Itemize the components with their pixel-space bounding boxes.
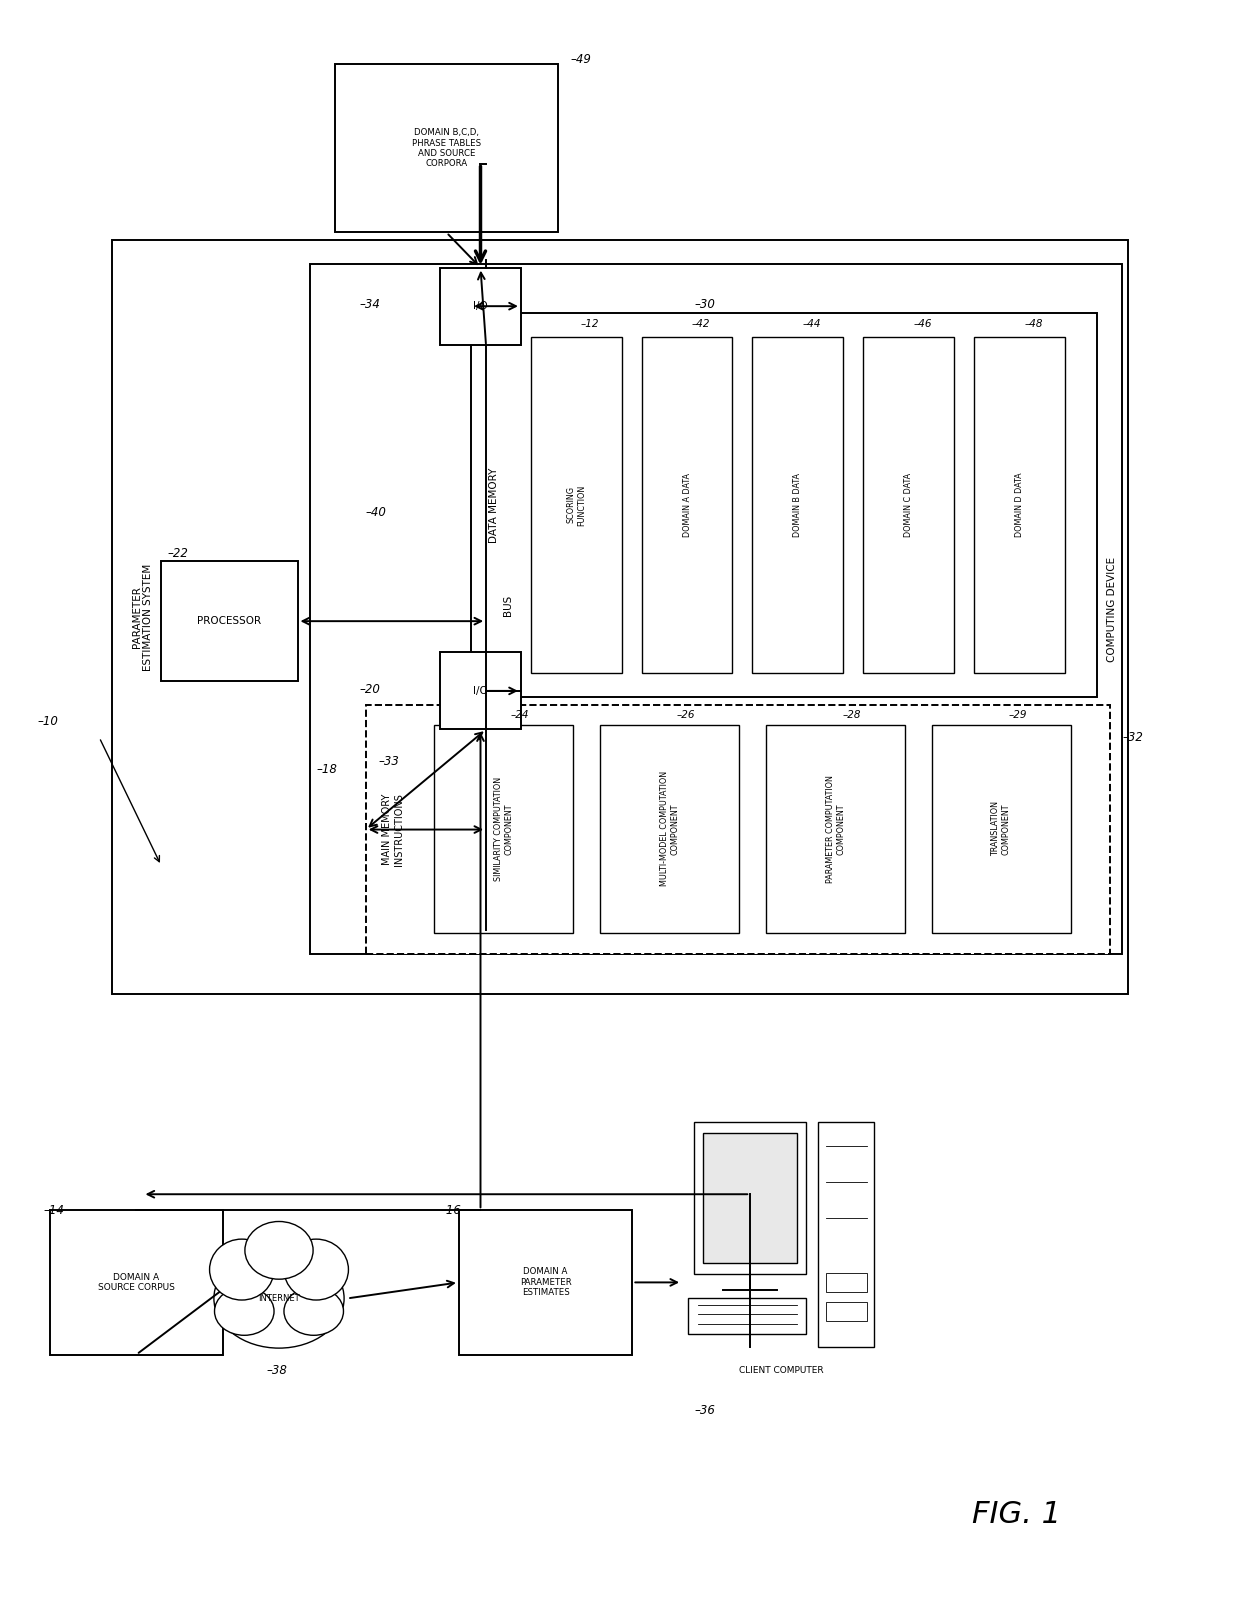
FancyBboxPatch shape [440,268,521,345]
Text: –22: –22 [167,547,188,559]
Text: DOMAIN C DATA: DOMAIN C DATA [904,473,913,537]
FancyBboxPatch shape [826,1273,867,1292]
Text: PARAMETER
ESTIMATION SYSTEM: PARAMETER ESTIMATION SYSTEM [131,564,154,670]
Ellipse shape [284,1239,348,1300]
Text: –44: –44 [802,319,821,329]
Text: –46: –46 [914,319,931,329]
Text: DOMAIN A
SOURCE CORPUS: DOMAIN A SOURCE CORPUS [98,1273,175,1292]
Text: –10: –10 [37,715,58,728]
FancyBboxPatch shape [459,1210,632,1355]
FancyBboxPatch shape [975,337,1065,673]
Text: SCORING
FUNCTION: SCORING FUNCTION [567,484,585,526]
Text: BUS: BUS [503,595,513,616]
Text: –28: –28 [842,710,861,720]
Text: –36: –36 [694,1404,715,1417]
FancyBboxPatch shape [826,1302,867,1321]
FancyBboxPatch shape [440,652,521,729]
FancyBboxPatch shape [688,1298,806,1334]
FancyBboxPatch shape [335,64,558,232]
Text: MAIN MEMORY
INSTRUCTIONS: MAIN MEMORY INSTRUCTIONS [382,793,404,866]
FancyBboxPatch shape [765,725,905,933]
Text: INTERNET: INTERNET [258,1294,300,1303]
Text: –16: –16 [440,1204,461,1217]
FancyBboxPatch shape [50,1210,223,1355]
FancyBboxPatch shape [434,725,573,933]
FancyBboxPatch shape [818,1122,874,1347]
Text: PARAMETER COMPUTATION
COMPONENT: PARAMETER COMPUTATION COMPONENT [826,774,844,883]
Ellipse shape [284,1287,343,1335]
Ellipse shape [215,1249,345,1348]
Text: –24: –24 [511,710,529,720]
Text: –49: –49 [570,53,591,66]
Text: SIMILARITY COMPUTATION
COMPONENT: SIMILARITY COMPUTATION COMPONENT [494,777,513,880]
Text: –29: –29 [1008,710,1027,720]
FancyBboxPatch shape [112,240,1128,994]
Text: TRANSLATION
COMPONENT: TRANSLATION COMPONENT [992,802,1011,856]
Text: COMPUTING DEVICE: COMPUTING DEVICE [1107,556,1117,662]
Ellipse shape [215,1287,274,1335]
Text: DOMAIN A DATA: DOMAIN A DATA [682,473,692,537]
Text: DOMAIN A
PARAMETER
ESTIMATES: DOMAIN A PARAMETER ESTIMATES [520,1268,572,1297]
Text: MULTI-MODEL COMPUTATION
COMPONENT: MULTI-MODEL COMPUTATION COMPONENT [660,771,680,886]
Text: –40: –40 [366,507,387,519]
Text: –32: –32 [1122,731,1143,744]
Text: DOMAIN B DATA: DOMAIN B DATA [794,473,802,537]
Text: PROCESSOR: PROCESSOR [197,616,262,627]
Text: DATA MEMORY: DATA MEMORY [489,466,498,543]
Text: I/O: I/O [474,686,487,696]
Text: DOMAIN D DATA: DOMAIN D DATA [1016,473,1024,537]
Text: –38: –38 [267,1364,288,1377]
FancyBboxPatch shape [863,337,955,673]
Ellipse shape [210,1239,274,1300]
Text: –26: –26 [677,710,694,720]
Text: –20: –20 [360,683,381,696]
Text: I/O: I/O [474,301,487,311]
FancyBboxPatch shape [310,264,1122,954]
Text: FIG. 1: FIG. 1 [972,1500,1061,1529]
FancyBboxPatch shape [366,705,1110,954]
Text: DOMAIN B,C,D,
PHRASE TABLES
AND SOURCE
CORPORA: DOMAIN B,C,D, PHRASE TABLES AND SOURCE C… [412,128,481,168]
FancyBboxPatch shape [641,337,733,673]
FancyBboxPatch shape [753,337,843,673]
FancyBboxPatch shape [600,725,739,933]
Text: –48: –48 [1024,319,1043,329]
FancyBboxPatch shape [471,313,1097,697]
Text: CLIENT COMPUTER: CLIENT COMPUTER [739,1366,823,1375]
FancyBboxPatch shape [161,561,298,681]
FancyBboxPatch shape [694,1122,806,1274]
FancyBboxPatch shape [703,1133,797,1263]
Text: –12: –12 [580,319,599,329]
Text: –34: –34 [360,298,381,311]
Text: –42: –42 [692,319,711,329]
Text: –18: –18 [316,763,337,776]
Text: –14: –14 [43,1204,64,1217]
Text: –33: –33 [378,755,399,768]
Ellipse shape [246,1221,312,1279]
FancyBboxPatch shape [931,725,1071,933]
FancyBboxPatch shape [531,337,621,673]
Text: –30: –30 [694,298,715,311]
